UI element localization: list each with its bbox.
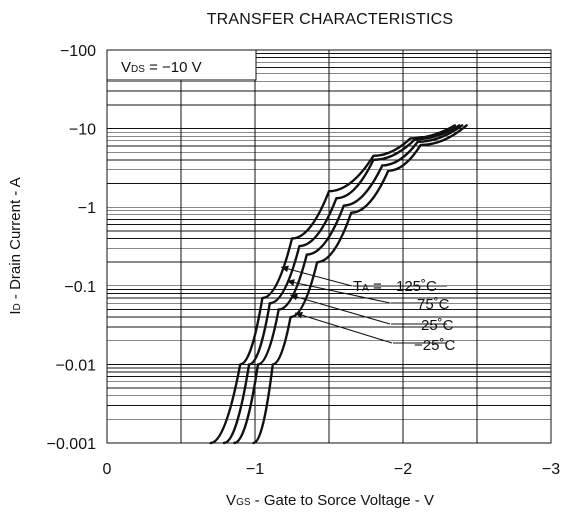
temperature-annotations: TA = 125˚C75˚C25˚C−25˚C (280, 265, 455, 354)
temperature-arrowhead-3 (295, 311, 303, 319)
temperature-leader-2 (289, 294, 391, 325)
temperature-leader-3 (294, 312, 393, 344)
temperature-curves (209, 124, 468, 445)
series-line-1 (222, 124, 461, 445)
temperature-label-1: 75˚C (417, 296, 450, 313)
vds-condition-box (106, 49, 257, 81)
grid-lines (107, 49, 551, 444)
vds-condition-label: VDS = −10 V (121, 59, 202, 76)
series-line-2 (233, 124, 464, 445)
temperature-label-3: −25˚C (414, 337, 455, 354)
temperature-leader-0 (280, 266, 353, 287)
x-tick-label: −1 (246, 461, 264, 478)
x-tick-label: −3 (542, 461, 560, 478)
y-tick-label: −0.01 (56, 357, 97, 374)
y-axis-label: ID - Drain Current - A (7, 177, 24, 314)
temperature-arrowhead-0 (281, 265, 289, 273)
x-tick-label: 0 (103, 461, 112, 478)
series-line-0 (209, 124, 456, 445)
temperature-arrowhead-2 (290, 293, 298, 301)
axis-tick-labels: 0 −1 −2 −3 −100 −10 −1 −0.1 −0.01 −0.001 (47, 43, 561, 478)
series-line-3 (252, 124, 468, 445)
x-tick-label: −2 (394, 461, 412, 478)
plot-area-border (106, 49, 552, 444)
chart-title: TRANSFER CHARACTERISTICS (207, 11, 454, 28)
y-tick-label: −1 (78, 200, 96, 217)
y-tick-label: −0.001 (47, 436, 96, 453)
y-tick-label: −0.1 (64, 279, 96, 296)
temperature-label-2: 25˚C (421, 317, 454, 334)
y-tick-label: −100 (60, 43, 96, 60)
y-tick-label: −10 (69, 122, 96, 139)
temperature-arrowhead-1 (287, 279, 295, 286)
x-axis-label: VGS - Gate to Sorce Voltage - V (226, 492, 434, 509)
temperature-leader-1 (286, 280, 391, 304)
